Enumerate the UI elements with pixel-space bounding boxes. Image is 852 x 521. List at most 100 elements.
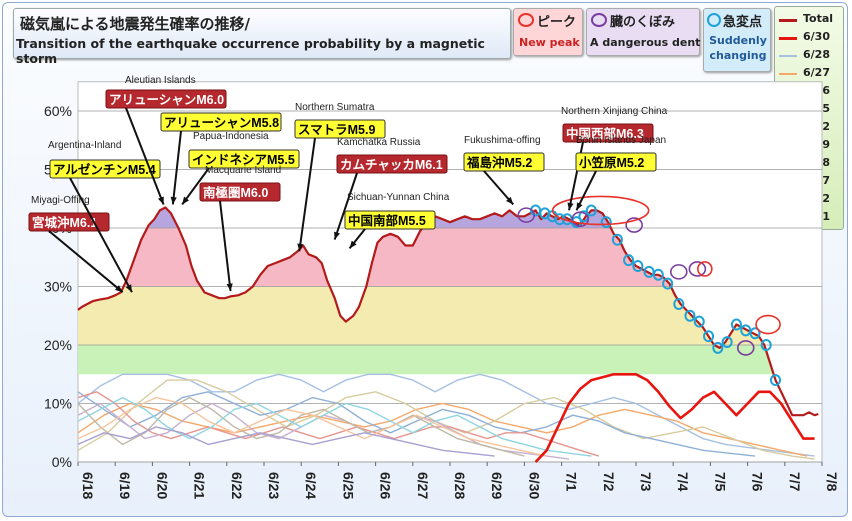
legend-sudden-ja: 急変点 [723, 15, 763, 30]
y-tick-label: 30% [44, 279, 72, 295]
annotation-en: Aleutian Islands [125, 75, 196, 86]
series-line-6-11 [77, 426, 495, 457]
dent-marker [517, 207, 536, 223]
annotation-arrowhead [297, 243, 304, 252]
legend-swatch [779, 19, 797, 22]
annotation-box [294, 119, 386, 139]
annotation-label: アリューシャンM5.8 [164, 116, 279, 130]
legend-swatch [779, 73, 797, 75]
annotation-box [105, 89, 227, 109]
dent-ring-icon [591, 13, 607, 27]
annotation-box [188, 149, 300, 169]
annotation-arrowhead [567, 202, 574, 211]
x-tick-label: 7/4 [675, 472, 691, 492]
legend-entry: 6/30 [779, 29, 843, 45]
sudden-change-marker [770, 374, 781, 387]
annotation-label: アルゼンチンM5.4 [53, 162, 156, 177]
series-line-Total [77, 206, 819, 417]
legend-entry: 6/27 [779, 65, 843, 81]
sudden-change-marker [585, 204, 597, 217]
annotation-label: 福島沖M5.2 [466, 155, 532, 170]
legend-peak: ピーク New peak [513, 8, 583, 56]
chart-title-en: Transition of the earthquake occurrence … [16, 36, 485, 66]
legend-dent-ja: 臓のくぼみ [610, 15, 676, 30]
annotation-label: 宮城沖M6.1 [32, 215, 97, 230]
x-tick-label: 6/30 [526, 472, 542, 499]
x-tick-label: 7/6 [750, 472, 766, 492]
sudden-change-marker [693, 315, 705, 328]
annotation-arrow [219, 200, 232, 292]
annotation-arrow [125, 107, 165, 205]
legend-label: 6/28 [803, 48, 830, 61]
x-tick-label: 6/24 [303, 472, 319, 499]
annotation-box [49, 159, 161, 179]
x-tick-label: 6/18 [80, 472, 96, 499]
x-tick-label: 6/21 [192, 472, 208, 499]
series-line-6-30 [534, 372, 815, 463]
annotation-arrowhead [576, 202, 583, 211]
annotation-label: カムチャッカM6.1 [340, 158, 443, 172]
series-line-6-25 [77, 391, 756, 457]
x-tick-label: 6/19 [117, 472, 133, 499]
annotation-label: 南極圏M6.0 [203, 185, 268, 200]
series-line-6-18 [77, 396, 525, 457]
chart-svg: 0%10%20%30%40%50%60%6/186/196/206/216/22… [28, 75, 840, 499]
y-tick-label: 0% [52, 454, 72, 470]
annotation-arrow [298, 137, 316, 252]
annotation-arrowhead [506, 196, 514, 205]
chart-title-box: 磁気嵐による地震発生確率の推移/ Transition of the earth… [13, 8, 511, 66]
annotation-en: Macquarie Island [205, 165, 281, 176]
annotation-arrowhead [349, 240, 357, 249]
annotation-en: Sichuan-Yunnan China [347, 192, 450, 203]
dent-marker [669, 264, 688, 280]
y-tick-label: 10% [44, 396, 72, 412]
annotation-label: 中国南部M5.5 [348, 213, 426, 228]
legend-label: 6/27 [803, 66, 830, 79]
annotation-box [336, 154, 448, 174]
annotation-label: インドネシアM5.5 [192, 153, 295, 167]
legend-label: Total [803, 12, 834, 25]
legend-peak-en: New peak [519, 36, 580, 49]
annotation-en: Argentina-Inland [48, 140, 121, 151]
sudden-change-marker [611, 233, 623, 246]
peak-ring-icon [518, 13, 534, 27]
annotation-box [344, 210, 436, 230]
series-line-6-17 [77, 396, 592, 457]
x-tick-label: 6/28 [452, 472, 468, 499]
x-tick-label: 7/7 [787, 472, 803, 492]
x-tick-label: 7/8 [824, 472, 840, 492]
annotation-en: Northern Xinjiang China [561, 106, 668, 117]
annotation-arrowhead [157, 196, 164, 205]
series-line-6-27 [77, 402, 808, 457]
x-tick-label: 6/22 [229, 472, 245, 499]
annotation-arrow [333, 172, 358, 240]
peak-marker [755, 314, 781, 335]
x-tick-label: 6/26 [378, 472, 394, 499]
annotation-box [575, 152, 657, 172]
legend-dent: 臓のくぼみ A dangerous dent [586, 8, 700, 56]
x-tick-label: 7/3 [638, 472, 654, 492]
legend-swatch [779, 37, 797, 40]
annotation-label: 小笠原M5.2 [578, 155, 644, 170]
y-tick-label: 20% [44, 337, 72, 353]
annotation-arrow [48, 230, 124, 293]
legend-peak-ja: ピーク [537, 15, 577, 30]
x-tick-label: 7/2 [601, 472, 617, 492]
series-line-6-22 [77, 391, 600, 457]
sudden-change-marker [578, 210, 590, 223]
legend-sudden-en: Suddenly changing [709, 34, 767, 62]
annotation-en: Fukushima-offing [464, 135, 541, 146]
sudden-change-marker [749, 327, 761, 340]
legend-sudden: 急変点 Suddenly changing [703, 8, 771, 72]
sudden-change-marker [623, 254, 635, 267]
legend-dent-en: A dangerous dent [590, 36, 701, 49]
annotation-arrowhead [226, 283, 233, 292]
sudden-change-marker [662, 277, 674, 290]
annotation-en: Papua-Indonesia [193, 131, 269, 142]
sudden-change-marker [673, 298, 685, 311]
annotation-arrowhead [334, 231, 340, 240]
annotation-box [463, 152, 545, 172]
annotation-en: Miyagi-Offing [31, 195, 90, 206]
sudden-change-marker [652, 268, 664, 281]
x-tick-label: 6/27 [415, 472, 431, 499]
